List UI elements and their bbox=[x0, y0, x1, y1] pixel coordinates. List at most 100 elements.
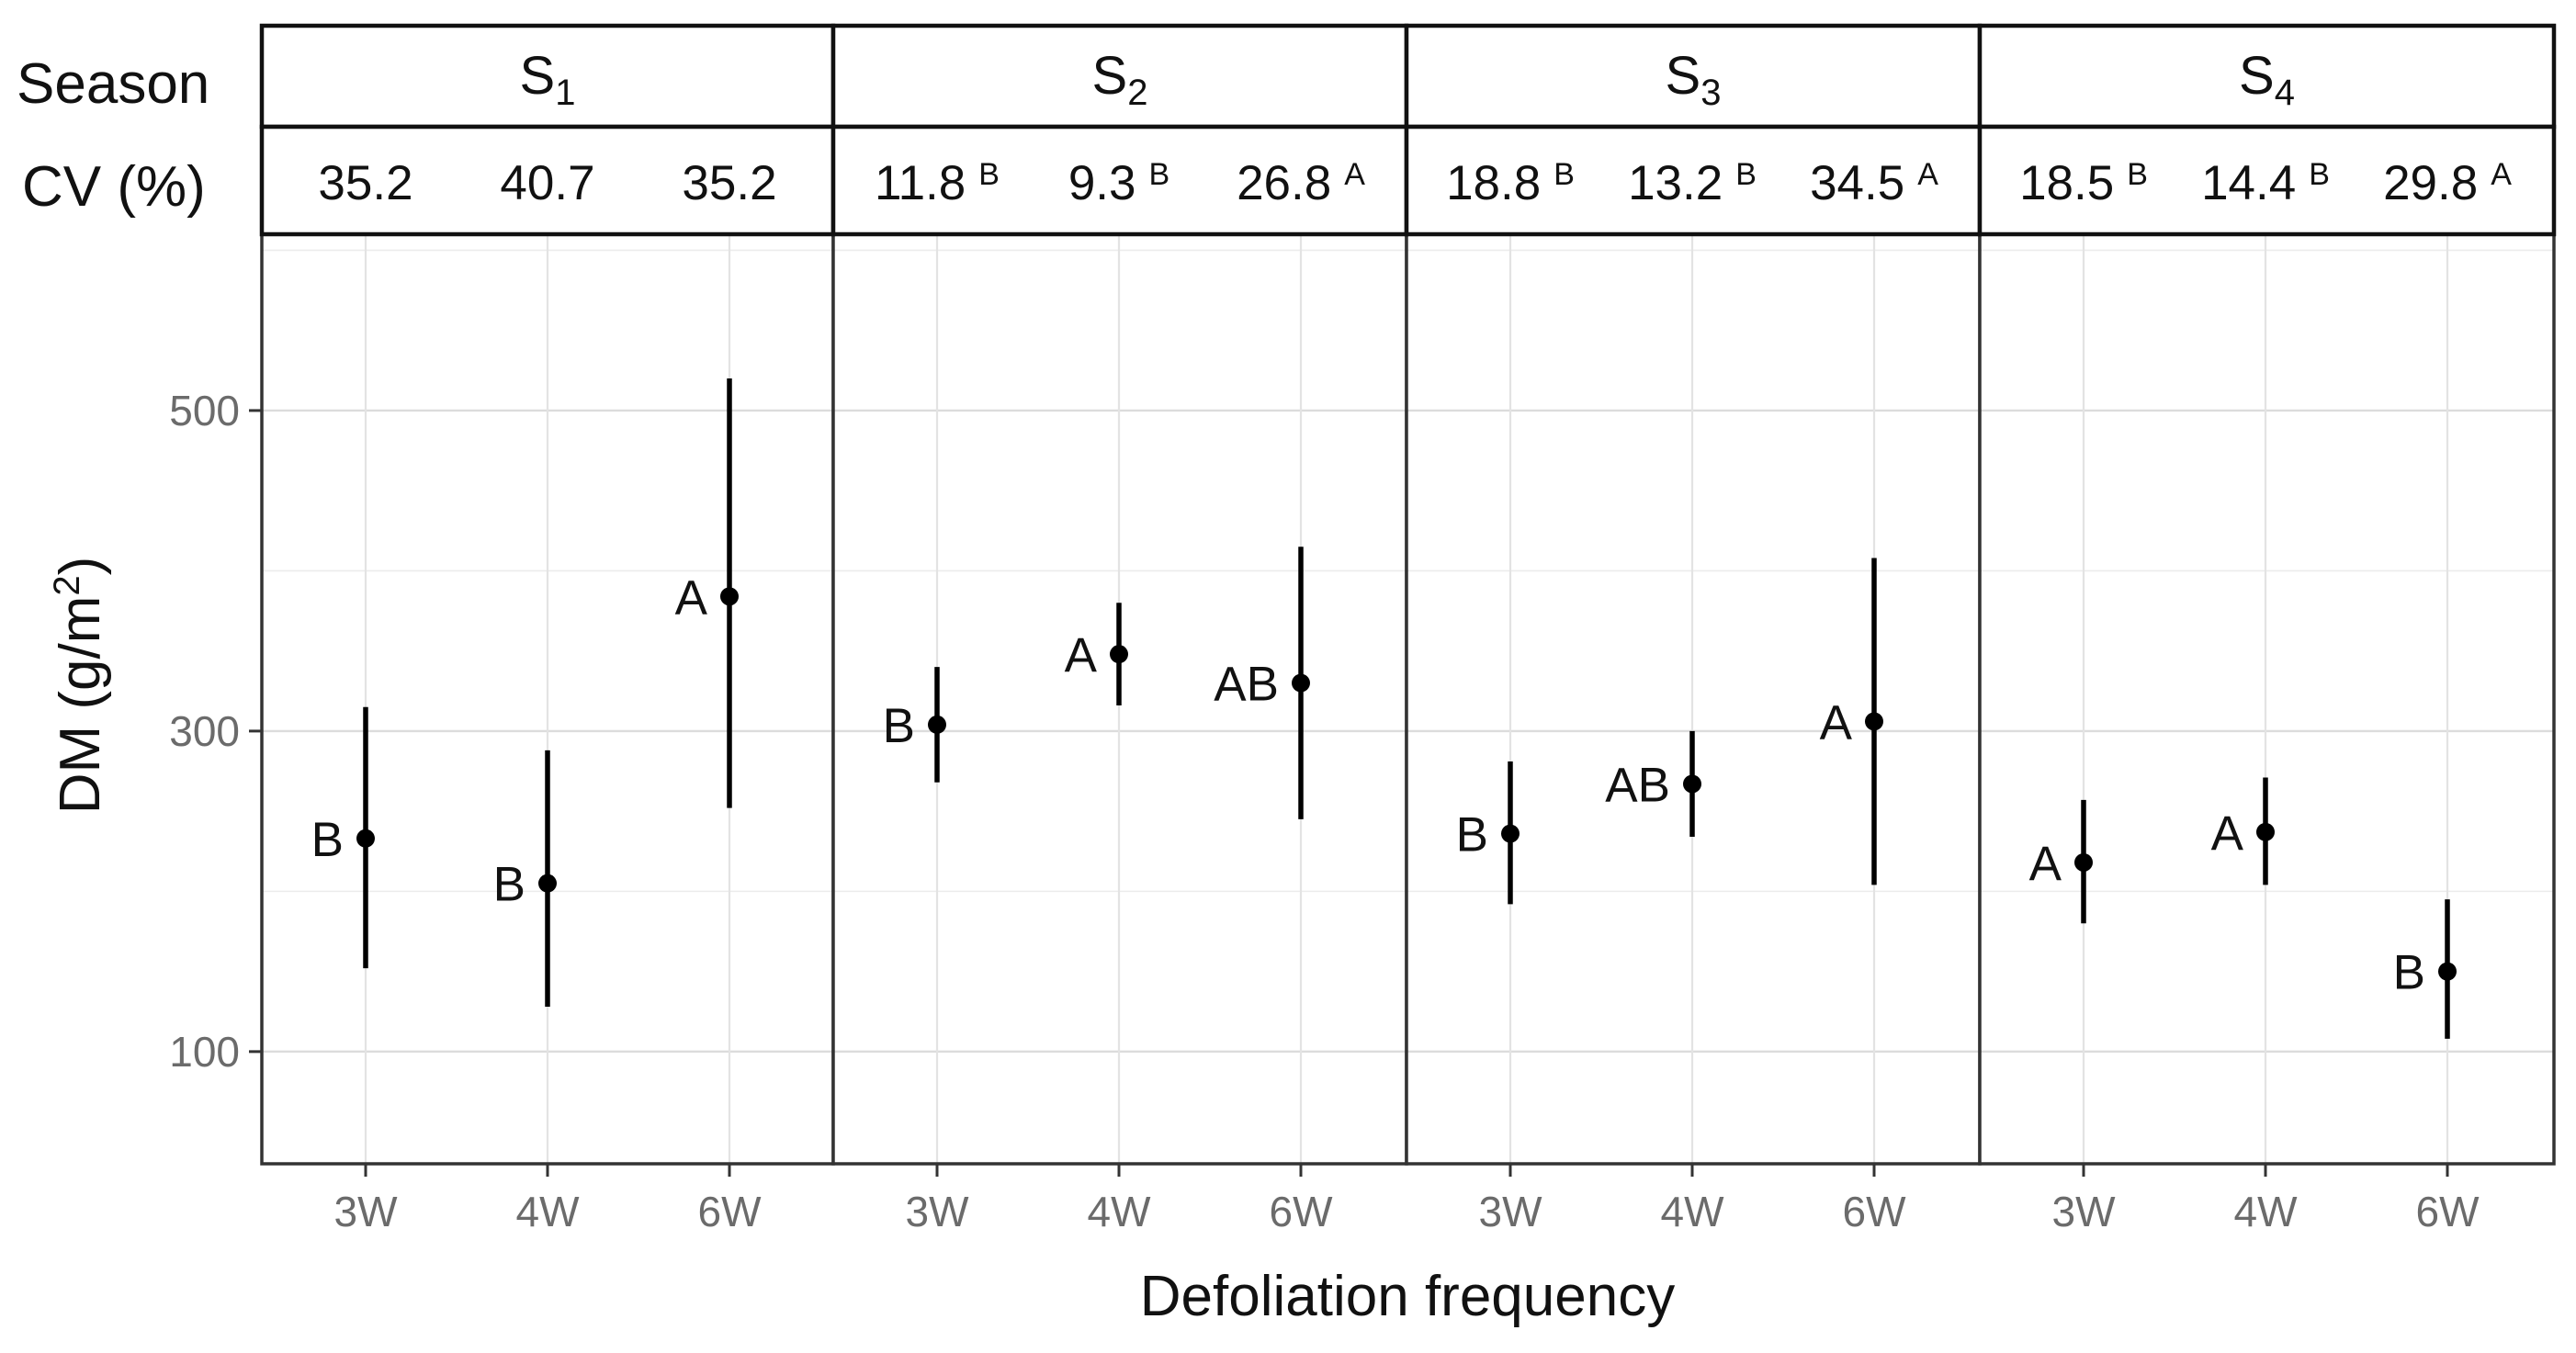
x-tick-label: 6W bbox=[1843, 1188, 1907, 1235]
cv-value: 14.4 B bbox=[2201, 156, 2330, 210]
data-point-group: AB bbox=[1605, 730, 1701, 838]
cv-number: 35.2 bbox=[682, 156, 776, 210]
cv-value: 11.8 B bbox=[875, 156, 1000, 210]
cv-row-label: CV (%) bbox=[22, 155, 206, 219]
data-point bbox=[1110, 645, 1128, 664]
x-tick-label: 4W bbox=[516, 1188, 581, 1235]
panel-1: B B A bbox=[260, 232, 835, 1166]
cv-letter: A bbox=[1917, 157, 1938, 192]
data-point-group: B bbox=[1456, 761, 1520, 905]
season-label-subscript: 3 bbox=[1700, 73, 1721, 113]
significance-letter: B bbox=[311, 813, 344, 867]
season-row-label: Season bbox=[17, 52, 209, 116]
data-point-group: B bbox=[311, 706, 375, 969]
cv-number: 14.4 bbox=[2201, 156, 2296, 210]
panel-background bbox=[1980, 234, 2554, 1164]
data-point bbox=[1501, 824, 1520, 843]
x-tick-label: 6W bbox=[2416, 1188, 2480, 1235]
cv-strip-box bbox=[259, 124, 836, 237]
season-label: S4 bbox=[2239, 46, 2295, 113]
cv-letter: A bbox=[2491, 157, 2512, 192]
cv-number: 11.8 bbox=[875, 156, 966, 210]
cv-value: 40.7 bbox=[500, 156, 594, 210]
panel-4: A A B bbox=[1978, 232, 2556, 1166]
x-tick-label: 6W bbox=[1270, 1188, 1334, 1235]
cv-value: 9.3 B bbox=[1068, 156, 1169, 210]
data-point bbox=[2074, 852, 2093, 872]
strip-1: S1 35.2 40.7 35.2 bbox=[259, 23, 836, 237]
x-tick-label: 3W bbox=[906, 1188, 970, 1235]
season-label: S2 bbox=[1092, 46, 1148, 113]
season-label-main: S bbox=[1092, 46, 1128, 106]
cv-number: 13.2 bbox=[1628, 156, 1723, 210]
significance-letter: B bbox=[1456, 808, 1488, 863]
significance-letter: A bbox=[1820, 695, 1853, 750]
data-point-group: AB bbox=[1214, 547, 1310, 819]
data-point-group: A bbox=[675, 378, 739, 808]
season-label: S1 bbox=[520, 46, 576, 113]
x-tick-label: 4W bbox=[1088, 1188, 1152, 1235]
strip-4: S4 18.5 B 14.4 B 29.8 A bbox=[1977, 23, 2557, 237]
season-label-main: S bbox=[1666, 46, 1701, 106]
panel-2: B A AB bbox=[831, 232, 1408, 1166]
x-tick-label: 4W bbox=[2234, 1188, 2299, 1235]
cv-value: 18.5 B bbox=[2019, 156, 2148, 210]
data-point-group: B bbox=[883, 667, 946, 783]
cv-letter: B bbox=[2309, 157, 2330, 192]
y-axis-title-superscript: 2 bbox=[47, 575, 87, 595]
cv-letter: B bbox=[2127, 157, 2148, 192]
axes-layer: 3W 4W 6W 3W 4W 6W 3W 4W 6W 3W 4W 6W 100 300 500 bbox=[169, 387, 2480, 1235]
data-point bbox=[720, 587, 739, 606]
significance-letter: A bbox=[2029, 837, 2062, 891]
cv-number: 29.8 bbox=[2383, 156, 2478, 210]
x-tick-label: 6W bbox=[698, 1188, 763, 1235]
cv-number: 40.7 bbox=[500, 156, 594, 210]
cv-letter: B bbox=[1149, 157, 1170, 192]
season-label-subscript: 4 bbox=[2275, 73, 2295, 113]
cv-letter: A bbox=[1344, 157, 1365, 192]
cv-value: 26.8 A bbox=[1237, 156, 1365, 210]
data-point-group: B bbox=[493, 750, 557, 1008]
x-tick-label: 3W bbox=[334, 1188, 399, 1235]
cv-value: 35.2 bbox=[682, 156, 776, 210]
season-label-main: S bbox=[520, 46, 556, 106]
y-tick-label: 300 bbox=[169, 707, 240, 755]
strip-2: S2 11.8 B 9.3 B 26.8 A bbox=[830, 23, 1409, 237]
y-axis-title-close: ) bbox=[49, 557, 112, 576]
data-point-group: B bbox=[2393, 899, 2457, 1039]
significance-letter: B bbox=[2393, 946, 2425, 1000]
cv-strip-box bbox=[1977, 124, 2557, 237]
cv-letter: B bbox=[978, 157, 1000, 192]
data-point-group: A bbox=[1065, 603, 1128, 705]
cv-number: 9.3 bbox=[1068, 156, 1136, 210]
strip-3: S3 18.8 B 13.2 B 34.5 A bbox=[1404, 23, 1983, 237]
data-point bbox=[2438, 962, 2457, 981]
significance-letter: A bbox=[1065, 628, 1098, 682]
season-label: S3 bbox=[1666, 46, 1722, 113]
y-axis-title-main: DM (g/m bbox=[49, 596, 112, 815]
cv-value: 29.8 A bbox=[2383, 156, 2512, 210]
data-point bbox=[356, 829, 375, 848]
cv-value: 18.8 B bbox=[1446, 156, 1575, 210]
cv-letter: B bbox=[1735, 157, 1757, 192]
y-tick-label: 500 bbox=[169, 387, 240, 434]
cv-number: 26.8 bbox=[1237, 156, 1331, 210]
cv-value: 34.5 A bbox=[1810, 156, 1938, 210]
cv-value: 35.2 bbox=[318, 156, 412, 210]
y-axis-title: DM (g/m2) bbox=[47, 557, 112, 815]
x-tick-label: 4W bbox=[1661, 1188, 1725, 1235]
x-axis-title: Defoliation frequency bbox=[1140, 1265, 1675, 1328]
data-point bbox=[1865, 712, 1883, 731]
y-tick-label: 100 bbox=[169, 1028, 240, 1076]
data-point-group: A bbox=[1820, 558, 1883, 885]
season-label-main: S bbox=[2239, 46, 2275, 106]
cv-number: 35.2 bbox=[318, 156, 412, 210]
cv-strip-box bbox=[1404, 124, 1983, 237]
data-point bbox=[1683, 774, 1701, 794]
x-tick-label: 3W bbox=[1479, 1188, 1543, 1235]
panel-3: B AB A bbox=[1405, 232, 1982, 1166]
season-label-subscript: 2 bbox=[1127, 73, 1147, 113]
